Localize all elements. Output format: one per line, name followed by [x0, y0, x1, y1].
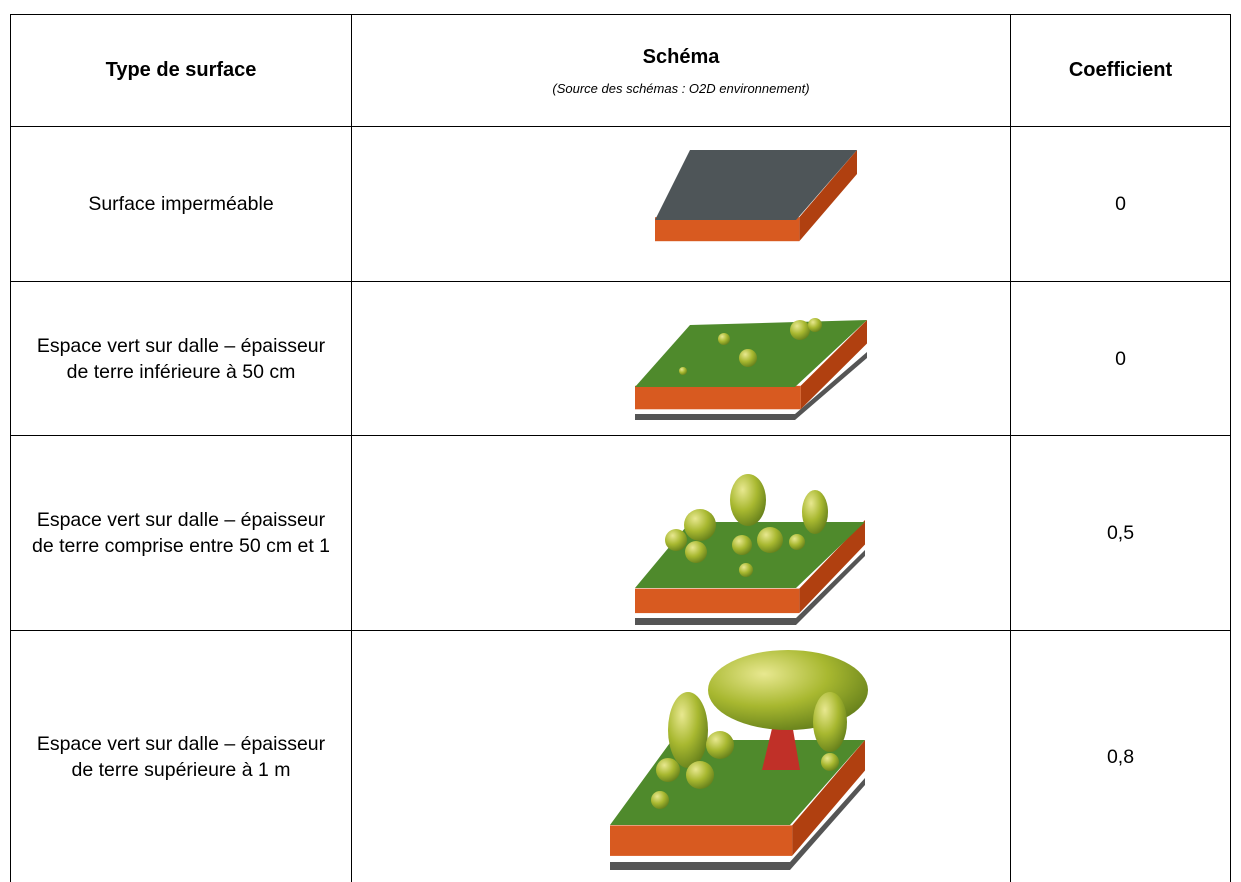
- row-cell: 0: [1011, 127, 1230, 281]
- surface-type: Espace vert sur dalle – épaisseur de ter…: [36, 334, 326, 383]
- surface-type: Surface imperméable: [88, 193, 274, 215]
- header-source: (Source des schémas : O2D environnement): [552, 80, 810, 96]
- surface-type: Espace vert sur dalle – épaisseur de ter…: [31, 509, 331, 557]
- border: [10, 281, 1231, 282]
- surface-type: Espace vert sur dalle – épaisseur de ter…: [36, 732, 326, 781]
- border: [10, 14, 11, 882]
- row-cell: Espace vert sur dalle – épaisseur de ter…: [11, 631, 351, 882]
- header-cell: Coefficient: [1011, 15, 1230, 126]
- header-cell: Type de surface: [11, 15, 351, 126]
- border: [10, 14, 1231, 15]
- coefficient: 0,5: [1106, 522, 1135, 544]
- row-cell: Espace vert sur dalle – épaisseur de ter…: [11, 436, 351, 630]
- row-cell: 0: [1011, 282, 1230, 435]
- header-coefficient: Coefficient: [1068, 59, 1173, 81]
- row-cell: Espace vert sur dalle – épaisseur de ter…: [11, 282, 351, 435]
- schema-thin-soil: [635, 318, 867, 420]
- coefficient: 0: [1115, 347, 1126, 370]
- schema-medium-soil: [635, 474, 865, 625]
- schema-thick-soil: [610, 650, 868, 870]
- header-schema: Schéma: [642, 45, 720, 68]
- border: [1230, 14, 1231, 882]
- schema-impermeable: [655, 150, 857, 242]
- row-cell: 0,8: [1011, 631, 1230, 882]
- border: [1010, 14, 1011, 882]
- row-cell: Surface imperméable: [11, 127, 351, 281]
- border: [10, 630, 1231, 631]
- coefficient: 0,8: [1106, 745, 1135, 768]
- border: [351, 14, 352, 882]
- border: [10, 435, 1231, 436]
- header-type: Type de surface: [105, 59, 257, 81]
- row-cell: 0,5: [1011, 436, 1230, 630]
- border: [10, 126, 1231, 127]
- header-cell: Schéma (Source des schémas : O2D environ…: [352, 15, 1010, 126]
- coefficient: 0: [1115, 193, 1126, 215]
